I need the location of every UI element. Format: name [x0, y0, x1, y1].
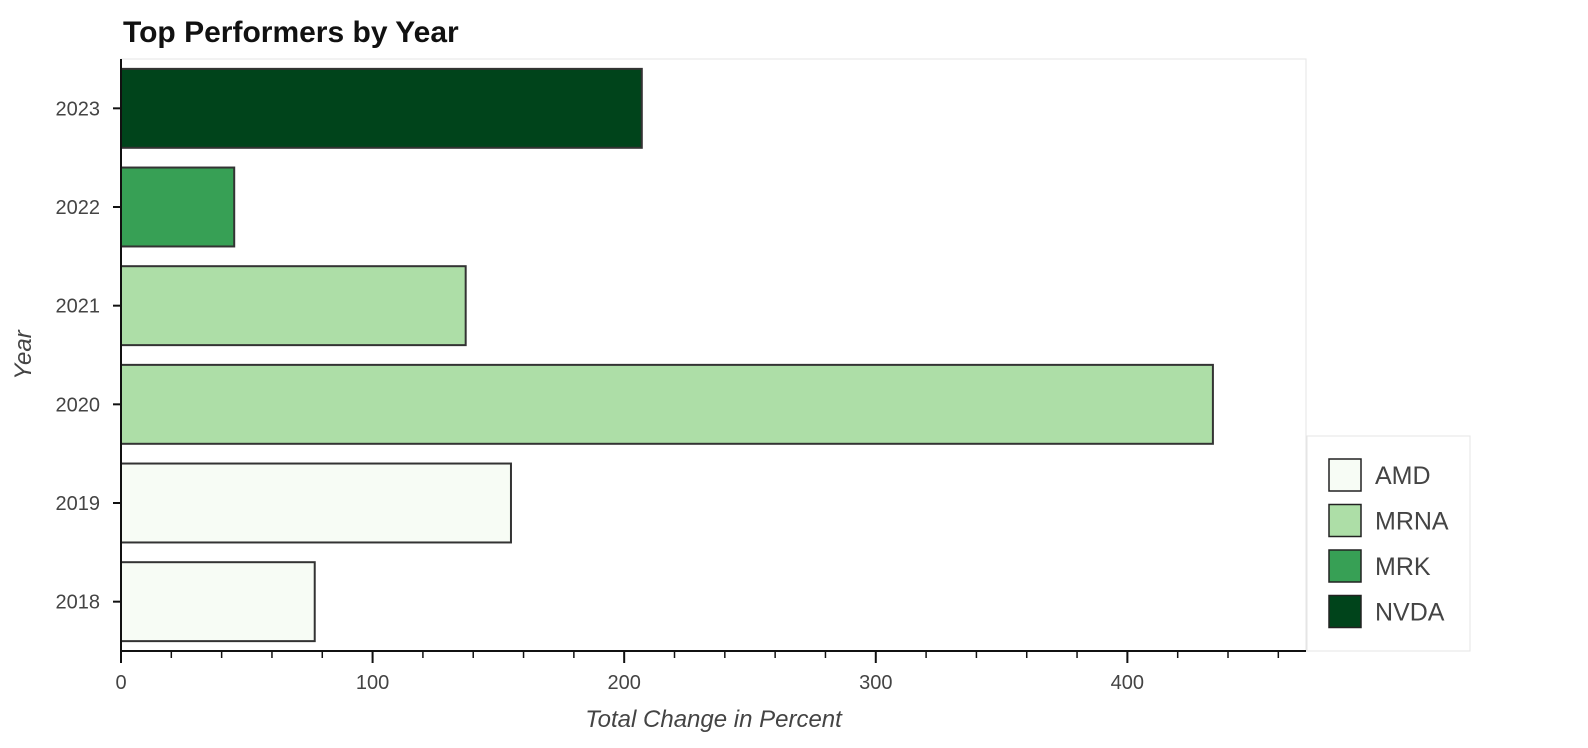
- bar-2022: [120, 166, 236, 248]
- bar-2019: [120, 462, 512, 544]
- legend-swatch: [1328, 594, 1362, 629]
- legend-swatch: [1328, 549, 1362, 583]
- y-tick-label: 2019: [56, 493, 101, 515]
- bar-2018: [120, 561, 316, 643]
- x-tick-label: 400: [1111, 672, 1144, 694]
- y-tick-label: 2020: [56, 394, 101, 416]
- y-tick-label: 2018: [56, 592, 101, 614]
- legend-swatch: [1328, 458, 1362, 492]
- legend-label: AMD: [1375, 462, 1431, 490]
- x-tick-label: 0: [115, 672, 126, 694]
- y-tick-label: 2023: [56, 98, 101, 120]
- legend-label: MRNA: [1375, 508, 1449, 536]
- plot-frame: [120, 58, 1307, 652]
- x-axis: 0 100 200 300 400: [115, 650, 1306, 694]
- legend: AMD MRNA MRK NVDA: [1306, 435, 1471, 652]
- legend-label: NVDA: [1375, 599, 1445, 627]
- legend-label: MRK: [1375, 553, 1431, 581]
- y-tick-label: 2021: [56, 296, 101, 318]
- y-tick-label: 2022: [56, 197, 101, 219]
- bar-2020: [120, 363, 1214, 445]
- x-tick-label: 200: [607, 672, 640, 694]
- bar-2023: [120, 67, 643, 149]
- x-axis-label: Total Change in Percent: [585, 706, 843, 733]
- x-tick-label: 300: [859, 672, 892, 694]
- bars: [120, 67, 1214, 643]
- y-axis-label: Year: [10, 329, 37, 379]
- chart-title: Top Performers by Year: [123, 16, 459, 49]
- y-axis: 2018 2019 2020 2021 2022 2023: [56, 59, 122, 651]
- x-tick-label: 100: [356, 672, 389, 694]
- bar-2021: [120, 265, 467, 347]
- legend-swatch: [1328, 503, 1362, 538]
